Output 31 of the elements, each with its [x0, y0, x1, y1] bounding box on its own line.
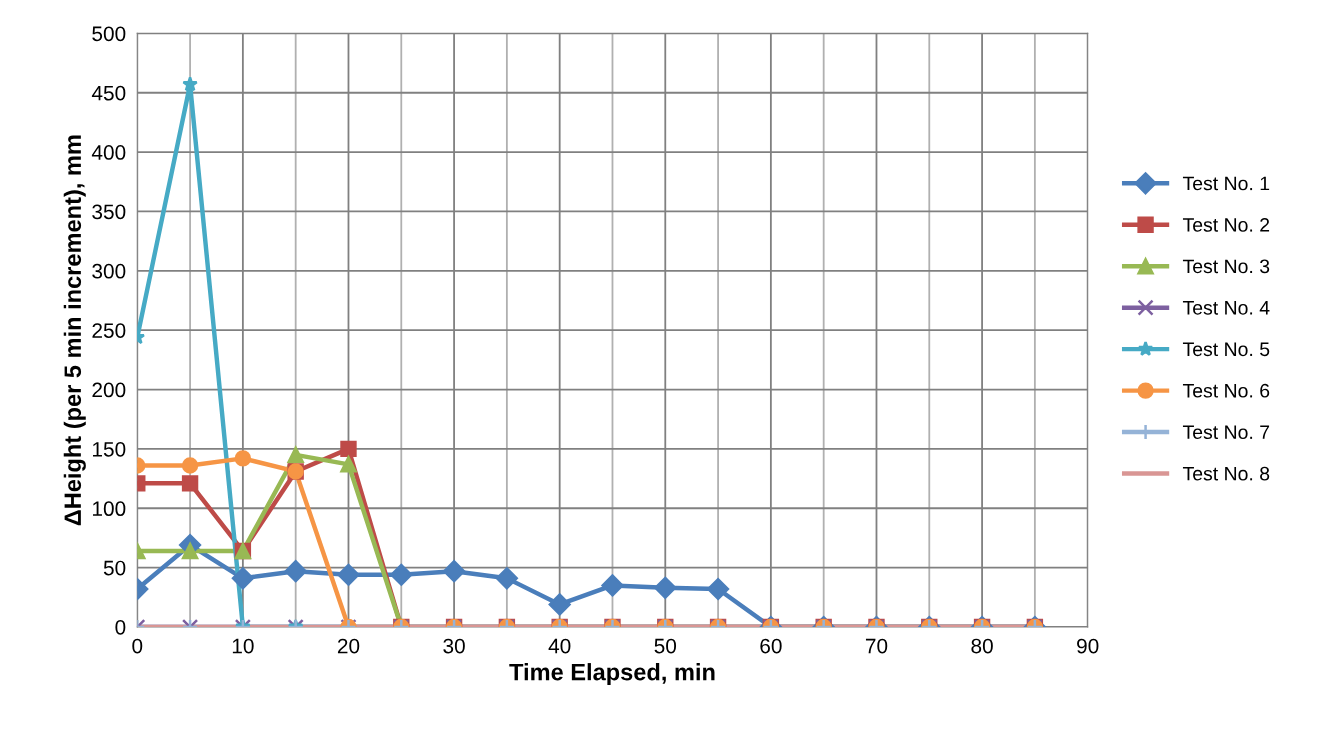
y-tick-label: 100 [93, 501, 126, 517]
x-tick-label: 50 [654, 638, 677, 654]
y-tick-label: 400 [91, 145, 126, 160]
y-tick-label: 150 [93, 441, 126, 457]
legend-label: Test No. 7 [1182, 425, 1270, 440]
legend-label: Test No. 1 [1182, 176, 1270, 191]
legend-label: Test No. 8 [1182, 466, 1270, 481]
y-tick-label: 350 [92, 204, 126, 220]
legend-label: Test No. 3 [1182, 259, 1270, 274]
x-tick-label: 10 [232, 638, 254, 654]
x-tick-label: 0 [132, 638, 143, 654]
y-tick-label: 250 [92, 323, 126, 338]
x-tick-label: 80 [971, 638, 993, 654]
y-tick-label: 450 [91, 85, 126, 101]
x-axis-title: Time Elapsed, min [509, 663, 715, 686]
legend-label: Test No. 5 [1182, 342, 1270, 357]
y-axis-title: ΔHeight (per 5 min increment), mm [63, 135, 86, 526]
y-tick-label: 200 [92, 382, 126, 398]
x-tick-label: 40 [548, 638, 571, 654]
y-tick-label: 50 [103, 560, 126, 576]
x-tick-label: 30 [443, 638, 465, 654]
y-tick-label: 300 [92, 263, 126, 279]
y-tick-label: 0 [115, 619, 126, 635]
legend-label: Test No. 2 [1182, 217, 1270, 232]
legend-label: Test No. 6 [1182, 383, 1270, 398]
x-tick-label: 70 [865, 638, 888, 654]
legend-label: Test No. 4 [1182, 301, 1270, 315]
x-tick-label: 20 [337, 638, 360, 654]
y-tick-label: 500 [92, 26, 126, 42]
x-tick-label: 60 [760, 638, 782, 654]
x-tick-label: 90 [1077, 638, 1099, 654]
